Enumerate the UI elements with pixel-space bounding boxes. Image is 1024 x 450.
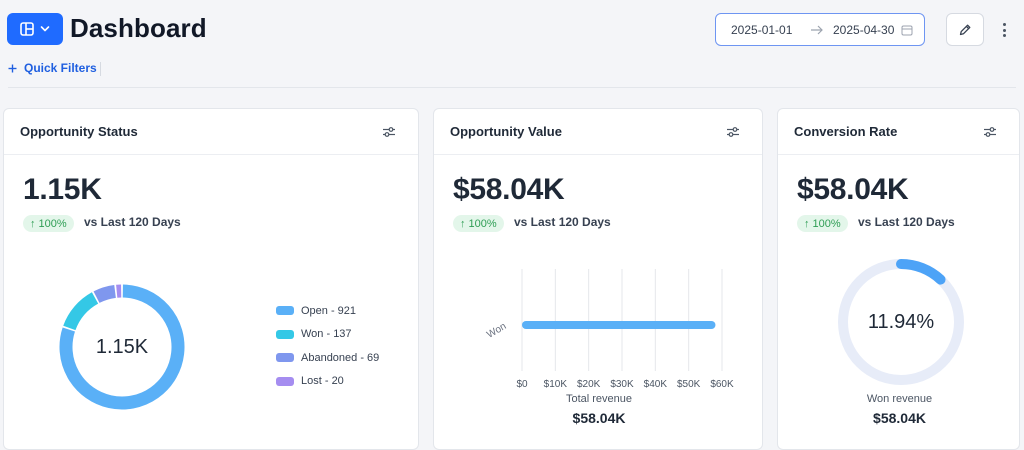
date-range-start[interactable]: 2025-01-01 [731, 23, 793, 37]
legend-swatch [276, 329, 294, 339]
chevron-down-icon [40, 26, 50, 32]
arrow-up-icon: ↑ [30, 217, 36, 230]
arrow-up-icon: ↑ [460, 217, 466, 230]
legend-item[interactable]: Abandoned - 69 [276, 346, 379, 370]
bar[interactable] [522, 321, 716, 329]
pencil-icon [959, 24, 971, 35]
change-badge: ↑ 100% [23, 215, 74, 232]
card-header: Conversion Rate [778, 109, 1019, 155]
change-value: 100% [812, 217, 841, 230]
change-value: 100% [38, 217, 67, 230]
dot-icon [1002, 34, 1006, 37]
page-title: Dashboard [70, 13, 207, 43]
x-tick-label: $40K [644, 379, 668, 390]
donut-slice[interactable] [93, 284, 117, 304]
legend-swatch [276, 376, 294, 386]
legend-item[interactable]: Lost - 20 [276, 370, 379, 394]
caption-label: Won revenue [866, 393, 933, 405]
bar-chart: $0 $10K $20K $30K $40K $50K $60K Won [485, 269, 734, 390]
gauge-progress-arc [896, 259, 946, 285]
change-value: 100% [468, 217, 497, 230]
quick-filters-label: Quick Filters [24, 61, 97, 75]
opportunity-status-card: Opportunity Status 1.15K ↑ 100% vs Last … [3, 108, 419, 450]
change-badge: ↑ 100% [453, 215, 504, 232]
card-title: Conversion Rate [794, 124, 898, 139]
comparison-label: vs Last 120 Days [84, 215, 181, 229]
legend-swatch [276, 306, 294, 316]
plus-icon [8, 64, 17, 72]
x-tick-label: $20K [577, 379, 601, 390]
quick-filters-button[interactable]: Quick Filters [8, 61, 97, 75]
layout-icon [20, 22, 34, 36]
dot-icon [1002, 28, 1006, 32]
caption-value: $58.04K [873, 410, 926, 426]
conversion-rate-card: Conversion Rate $58.04K ↑ 100% vs Last 1… [777, 108, 1020, 450]
legend-item[interactable]: Won - 137 [276, 323, 379, 347]
x-tick-label: $0 [516, 379, 528, 390]
legend-label: Won - 137 [301, 328, 352, 341]
edit-dashboard-button[interactable] [946, 13, 984, 46]
page-header: Dashboard 2025-01-01 2025-04-30 [0, 0, 1024, 60]
metric-value: 1.15K [23, 173, 102, 206]
arrow-up-icon: ↑ [804, 217, 810, 230]
change-badge: ↑ 100% [797, 215, 848, 232]
gauge-value-label: 11.94% [867, 310, 935, 333]
card-title: Opportunity Value [450, 124, 562, 139]
legend-label: Lost - 20 [301, 375, 344, 388]
caption-value: $58.04K [572, 410, 626, 426]
comparison-label: vs Last 120 Days [514, 215, 611, 229]
divider [100, 62, 101, 76]
metric-value: $58.04K [797, 173, 909, 206]
settings-sliders-icon[interactable] [726, 125, 740, 139]
x-tick-label: $30K [610, 379, 634, 390]
legend-label: Open - 921 [301, 304, 357, 317]
metric-value: $58.04K [453, 173, 565, 206]
y-category-label: Won [485, 321, 508, 341]
settings-sliders-icon[interactable] [382, 125, 396, 139]
calendar-icon [901, 25, 913, 36]
donut-chart: 1.15K [54, 279, 190, 415]
donut-slice[interactable] [63, 292, 99, 331]
chart-legend: Open - 921 Won - 137 Abandoned - 69 Lost… [276, 299, 379, 393]
card-header: Opportunity Value [434, 109, 762, 155]
arrow-right-icon [811, 25, 823, 35]
settings-sliders-icon[interactable] [983, 125, 997, 139]
card-title: Opportunity Status [20, 124, 138, 139]
legend-item[interactable]: Open - 921 [276, 299, 379, 323]
card-header: Opportunity Status [4, 109, 418, 155]
legend-label: Abandoned - 69 [301, 351, 380, 364]
date-range-picker[interactable]: 2025-01-01 2025-04-30 [715, 13, 925, 46]
more-options-button[interactable] [996, 18, 1012, 42]
divider [8, 87, 1016, 88]
x-tick-label: $10K [544, 379, 568, 390]
caption-label: Total revenue [565, 393, 633, 405]
layout-switcher-button[interactable] [7, 13, 63, 45]
dot-icon [1002, 23, 1006, 26]
opportunity-value-card: Opportunity Value $58.04K ↑ 100% vs Last… [433, 108, 763, 450]
x-tick-label: $60K [710, 379, 734, 390]
donut-center-label: 1.15K [95, 335, 149, 358]
x-tick-label: $50K [677, 379, 701, 390]
comparison-label: vs Last 120 Days [858, 215, 955, 229]
date-range-end[interactable]: 2025-04-30 [833, 23, 895, 37]
donut-slice[interactable] [59, 284, 185, 410]
legend-swatch [276, 353, 294, 363]
conversion-gauge: 11.94% [835, 256, 967, 388]
